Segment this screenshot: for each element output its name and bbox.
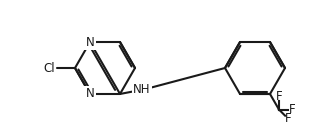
Text: F: F [276, 90, 282, 103]
Text: NH: NH [133, 83, 151, 96]
Text: N: N [86, 88, 94, 100]
Text: F: F [289, 103, 295, 116]
Text: F: F [285, 112, 291, 125]
Text: Cl: Cl [43, 61, 55, 74]
Text: N: N [86, 36, 94, 49]
